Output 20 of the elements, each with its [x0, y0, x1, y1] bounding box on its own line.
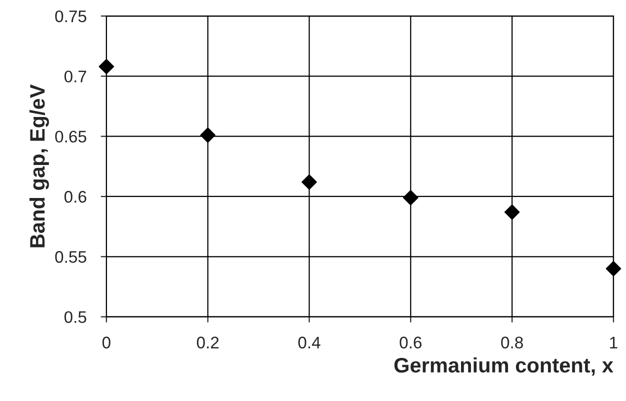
point — [302, 174, 317, 190]
point — [98, 58, 114, 74]
y-tick-label: 0.7 — [64, 70, 86, 82]
point — [504, 204, 520, 220]
x-tick-label: 0.2 — [196, 336, 219, 348]
y-tick-label: 0.75 — [55, 10, 86, 22]
y-tick-label: 0.5 — [64, 311, 86, 323]
x-tick-label: 0.8 — [501, 336, 523, 348]
x-axis-title: Germanium content, x — [394, 357, 614, 376]
x-tick-label: 0.4 — [298, 336, 320, 348]
y-axis-title: Band gap, Eg/eV — [29, 84, 49, 248]
point — [606, 260, 622, 276]
y-tick-label: 0.65 — [55, 130, 86, 143]
point — [402, 190, 418, 206]
x-tick-label: 0 — [102, 336, 110, 348]
x-tick-label: 0.6 — [400, 336, 422, 348]
y-tick-label: 0.55 — [55, 251, 86, 263]
x-tick-label: 1 — [610, 336, 618, 348]
point — [200, 127, 216, 143]
y-tick-label: 0.6 — [64, 190, 86, 203]
